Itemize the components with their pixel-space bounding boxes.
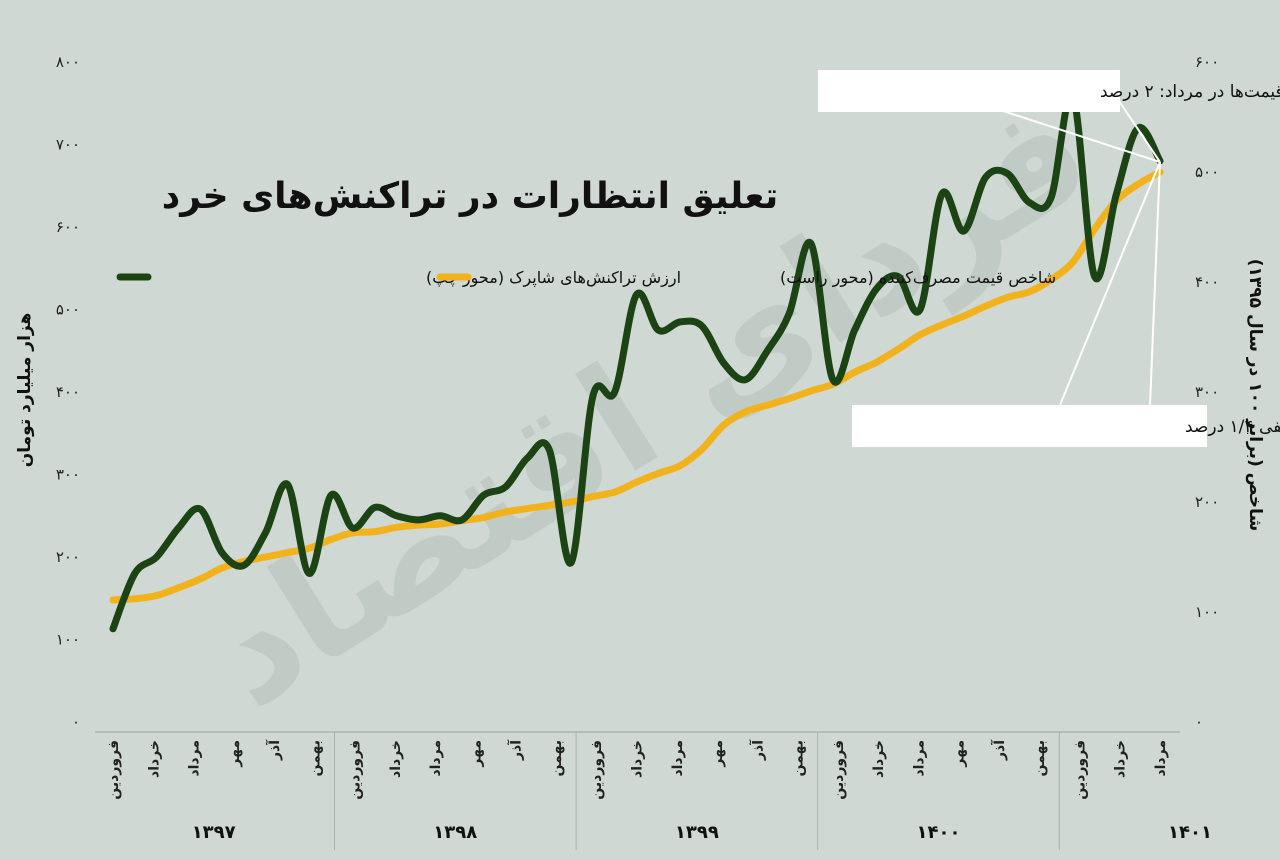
month-label: مرداد [428,740,444,777]
year-label: ۱۴۰۱ [1168,822,1212,843]
right-tick-label: ۱۰۰ [1195,603,1219,621]
left-tick-label: ۲۰۰ [56,548,80,566]
month-label: مرداد [670,740,686,777]
month-label: فروردین [831,740,847,800]
month-label: آذر [990,739,1008,761]
right-tick-label: ۳۰۰ [1195,383,1219,401]
right-tick-label: ۶۰۰ [1195,53,1219,71]
month-label: مهر [952,740,968,768]
right-tick-label: ۲۰۰ [1195,493,1219,511]
month-label: آذر [507,739,525,761]
month-label: آذر [265,739,283,761]
left-tick-label: ۷۰۰ [56,136,80,154]
callout-transactions: افت ارزش تراکنش‌ها: منفی ۱/۴ درصد [852,161,1280,447]
callout-transactions-leader-1 [1059,161,1161,406]
left-tick-label: ۱۰۰ [56,631,80,649]
month-label: مهر [227,740,243,768]
svg-text:فردای اقتصاد: فردای اقتصاد [178,63,1120,742]
x-axis-year-labels: ۱۳۹۷ ۱۳۹۸ ۱۳۹۹ ۱۴۰۰ ۱۴۰۱ [192,732,1212,850]
year-label: ۱۴۰۰ [917,822,961,843]
month-label: مرداد [1153,740,1169,777]
callout-prices-leader-1 [999,109,1161,163]
right-axis-title: شاخص (برابر ۱۰۰ در سال ۱۳۹۵) [1245,259,1265,531]
callout-prices-box [818,70,1120,112]
left-tick-label: ۶۰۰ [56,218,80,236]
callout-prices: رشد قیمت‌ها در مرداد: ۲ درصد [818,70,1280,163]
callout-transactions-text: افت ارزش تراکنش‌ها: منفی ۱/۴ درصد [1185,417,1280,437]
legend: ارزش تراکنش‌های شاپرک (محور چپ) شاخص قیم… [116,268,1056,288]
series-layer [109,90,1164,633]
month-label: خرداد [146,740,162,778]
right-tick-label: ۰ [1195,713,1203,731]
month-label: بهمن [307,740,323,776]
callout-transactions-box [852,405,1207,447]
left-axis-title: هزار میلیارد تومان [15,313,35,468]
callout-prices-text: رشد قیمت‌ها در مرداد: ۲ درصد [1100,82,1280,102]
month-label: بهمن [1032,740,1048,776]
left-tick-label: ۰ [72,713,80,731]
month-label: خرداد [630,740,646,778]
right-tick-label: ۴۰۰ [1195,273,1219,291]
x-axis-month-labels: فروردین خرداد مرداد مهر آذر بهمن فروردین خرداد م… [106,739,1169,800]
month-label: فروردین [589,740,605,800]
right-axis-ticks: ۰ ۱۰۰ ۲۰۰ ۳۰۰ ۴۰۰ ۵۰۰ ۶۰۰ [1195,53,1219,731]
chart-title: تعلیق انتظارات در تراکنش‌های خرد [162,176,778,217]
month-label: فروردین [348,740,364,800]
left-axis-ticks: ۰ ۱۰۰ ۲۰۰ ۳۰۰ ۴۰۰ ۵۰۰ ۶۰۰ ۷۰۰ ۸۰۰ [56,53,80,731]
year-label: ۱۳۹۷ [192,822,236,843]
month-label: فروردین [1072,740,1088,800]
month-label: بهمن [791,740,807,776]
month-label: فروردین [106,740,122,800]
month-label: خرداد [388,740,404,778]
legend-label-shaparak: ارزش تراکنش‌های شاپرک (محور چپ) [426,268,681,288]
callout-prices-leader-2 [1114,94,1161,163]
left-tick-label: ۴۰۰ [56,383,80,401]
year-label: ۱۳۹۸ [433,822,477,843]
right-tick-label: ۵۰۰ [1195,163,1219,181]
month-label: مهر [710,740,726,768]
callout-transactions-leader-2 [1149,161,1161,406]
watermark: فردای اقتصاد [178,63,1120,742]
series-line-shaparak [109,90,1164,633]
left-tick-label: ۳۰۰ [56,466,80,484]
legend-label-cpi: شاخص قیمت مصرف‌کننده (محور راست) [780,268,1056,288]
left-tick-label: ۸۰۰ [56,53,80,71]
month-label: مهر [468,740,484,768]
left-tick-label: ۵۰۰ [56,301,80,319]
month-label: بهمن [549,740,565,776]
month-label: خرداد [1113,740,1129,778]
month-label: آذر [748,739,766,761]
month-label: مرداد [911,740,927,777]
month-label: مرداد [187,740,203,777]
month-label: خرداد [871,740,887,778]
year-label: ۱۳۹۹ [675,822,719,843]
series-line-cpi [109,168,1164,604]
